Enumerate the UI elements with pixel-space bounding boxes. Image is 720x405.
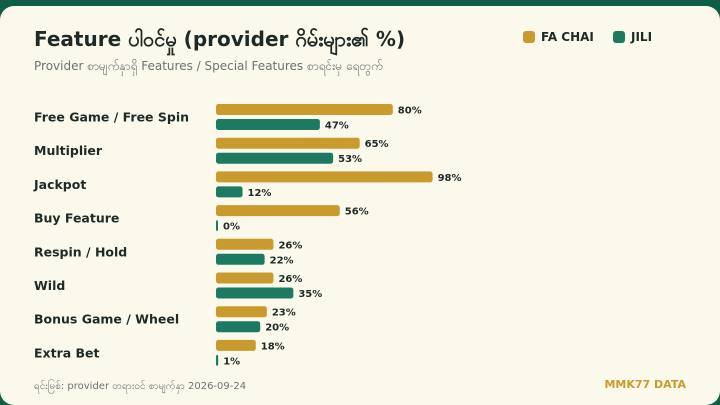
bar-jili [216,220,218,232]
category-label: Wild [34,278,65,293]
value-label: 26% [278,274,302,285]
value-label: 22% [270,255,294,266]
value-label: 20% [265,323,289,334]
value-label: 26% [278,240,302,251]
bar-fa-chai [216,137,360,149]
value-label: 18% [261,341,285,352]
value-label: 53% [338,154,362,165]
value-label: 56% [345,207,369,218]
bar-jili [216,287,294,299]
value-label: 23% [272,308,296,319]
legend-label-fa-chai: FA CHAI [541,30,594,44]
bar-jili [216,321,261,333]
bar-jili [216,152,334,164]
chart-card [0,6,720,405]
value-label: 1% [223,356,240,367]
page-subtitle: Provider စာမျက်နှာရှိ Features / Special… [34,59,383,73]
brand-label: MMK77 DATA [604,378,686,391]
bar-jili [216,119,320,130]
category-label: Jackpot [33,177,86,192]
category-label: Multiplier [34,143,103,158]
legend-label-jili: JILI [631,30,653,44]
category-label: Free Game / Free Spin [34,110,189,125]
bar-fa-chai [216,104,393,115]
legend-swatch-fa-chai [523,31,535,43]
value-label: 65% [365,139,389,150]
legend-item-jili: JILI [613,30,652,44]
category-label: Bonus Game / Wheel [34,312,179,327]
bar-fa-chai [216,272,274,284]
bar-fa-chai [216,171,433,183]
value-label: 35% [298,289,322,300]
bar-fa-chai [216,306,267,318]
value-label: 0% [223,222,240,233]
bar-fa-chai [216,205,340,217]
value-label: 80% [398,106,422,117]
category-label: Respin / Hold [34,244,127,259]
bar-fa-chai [216,238,274,250]
category-label: Buy Feature [34,211,119,226]
legend-item-fa-chai: FA CHAI [523,30,594,44]
bar-fa-chai [216,339,256,351]
value-label: 47% [325,121,349,132]
value-label: 12% [248,188,272,199]
value-label: 98% [438,173,462,184]
bar-jili [216,186,243,198]
bar-jili [216,253,265,265]
bar-jili [216,354,219,366]
source-note: ရင်းမြစ်: provider တရားဝင် စာမျက်နှာ 202… [34,381,247,392]
page-title: Feature ပါဝင်မှု (provider ဂိမ်းများ၏ %) [34,27,406,51]
category-label: Extra Bet [34,345,100,360]
legend-swatch-jili [613,31,625,43]
